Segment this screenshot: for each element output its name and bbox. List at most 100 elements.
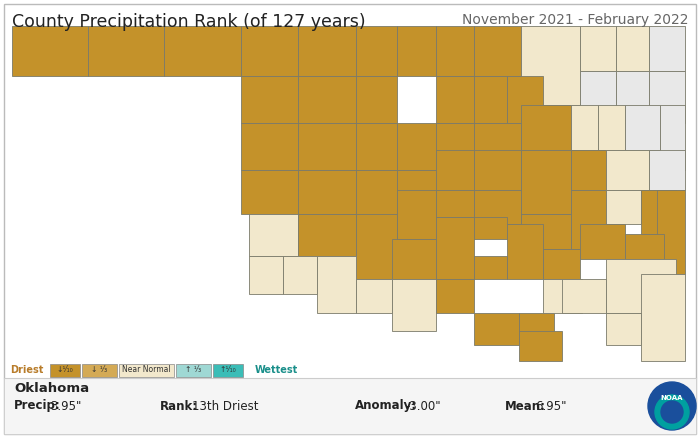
- Bar: [119, 364, 174, 377]
- Bar: [598, 105, 625, 150]
- Bar: [435, 76, 474, 123]
- Bar: [298, 26, 356, 76]
- Text: 13th Driest: 13th Driest: [192, 399, 258, 413]
- Bar: [213, 364, 243, 377]
- Bar: [606, 190, 641, 224]
- Text: Anomaly:: Anomaly:: [355, 399, 417, 413]
- Bar: [474, 217, 508, 239]
- Text: County Precipitation Rank (of 127 years): County Precipitation Rank (of 127 years): [12, 13, 365, 31]
- Bar: [521, 214, 571, 249]
- Bar: [241, 123, 298, 170]
- Bar: [519, 331, 562, 361]
- Bar: [571, 150, 606, 190]
- FancyBboxPatch shape: [4, 4, 696, 434]
- Text: ↓¹⁄₁₀: ↓¹⁄₁₀: [57, 365, 74, 374]
- Bar: [356, 123, 397, 170]
- Bar: [356, 170, 397, 239]
- Bar: [542, 279, 582, 314]
- Bar: [164, 26, 241, 76]
- Bar: [298, 170, 356, 214]
- Bar: [88, 26, 164, 76]
- Bar: [82, 364, 117, 377]
- Bar: [392, 279, 435, 331]
- Bar: [284, 256, 317, 293]
- Bar: [519, 314, 554, 345]
- Text: 3.95": 3.95": [50, 399, 81, 413]
- Bar: [298, 76, 356, 123]
- Bar: [397, 170, 435, 214]
- Bar: [356, 76, 397, 123]
- Bar: [435, 150, 474, 190]
- Bar: [616, 71, 650, 123]
- Bar: [606, 314, 641, 345]
- Bar: [241, 76, 298, 123]
- Bar: [356, 26, 397, 76]
- Text: ↓ ¹⁄₃: ↓ ¹⁄₃: [92, 365, 108, 374]
- Circle shape: [661, 401, 683, 423]
- Bar: [580, 224, 625, 259]
- Text: Near Normal: Near Normal: [122, 365, 171, 374]
- Bar: [616, 26, 650, 71]
- Bar: [508, 76, 542, 123]
- Bar: [640, 190, 676, 234]
- Text: ↑¹⁄₁₀: ↑¹⁄₁₀: [220, 365, 237, 374]
- Bar: [580, 71, 616, 123]
- Bar: [249, 214, 298, 256]
- Bar: [12, 26, 88, 76]
- Bar: [397, 123, 435, 170]
- Bar: [542, 249, 580, 279]
- Text: NOAA: NOAA: [661, 395, 683, 401]
- Bar: [176, 364, 211, 377]
- Bar: [650, 71, 685, 123]
- Text: ↑ ¹⁄₃: ↑ ¹⁄₃: [186, 365, 202, 374]
- Bar: [397, 26, 435, 76]
- Circle shape: [648, 382, 696, 430]
- Bar: [650, 150, 685, 190]
- Bar: [474, 256, 508, 279]
- Bar: [4, 378, 696, 434]
- Bar: [474, 190, 521, 224]
- Bar: [474, 123, 521, 170]
- Bar: [241, 170, 298, 214]
- Bar: [571, 190, 606, 249]
- Bar: [435, 190, 474, 217]
- Text: Rank:: Rank:: [160, 399, 198, 413]
- Text: Wettest: Wettest: [255, 365, 298, 375]
- Bar: [298, 214, 356, 256]
- Text: -3.00": -3.00": [405, 399, 440, 413]
- Bar: [606, 259, 676, 314]
- Bar: [356, 214, 397, 279]
- Text: Precip:: Precip:: [14, 399, 61, 413]
- Bar: [580, 26, 616, 71]
- Bar: [640, 274, 685, 361]
- Bar: [249, 256, 284, 293]
- Bar: [392, 239, 435, 279]
- Bar: [661, 105, 685, 170]
- Bar: [298, 123, 356, 170]
- Bar: [397, 190, 435, 239]
- Text: 6.95": 6.95": [535, 399, 566, 413]
- Bar: [435, 279, 474, 314]
- Bar: [241, 26, 298, 76]
- Text: Oklahoma: Oklahoma: [14, 381, 89, 395]
- Bar: [508, 224, 542, 279]
- Bar: [435, 217, 474, 279]
- Text: November 2021 - February 2022: November 2021 - February 2022: [461, 13, 688, 27]
- Bar: [356, 279, 392, 314]
- Bar: [435, 123, 474, 170]
- Circle shape: [655, 395, 689, 429]
- Bar: [474, 314, 519, 345]
- Bar: [606, 150, 650, 190]
- Bar: [474, 150, 521, 190]
- Bar: [521, 105, 571, 150]
- Bar: [317, 256, 356, 314]
- Bar: [474, 76, 508, 123]
- Bar: [521, 150, 571, 214]
- Bar: [657, 190, 685, 274]
- Bar: [474, 26, 521, 76]
- Bar: [650, 26, 685, 71]
- Bar: [625, 234, 664, 259]
- Text: Mean:: Mean:: [505, 399, 546, 413]
- Bar: [571, 105, 598, 150]
- Bar: [625, 105, 661, 150]
